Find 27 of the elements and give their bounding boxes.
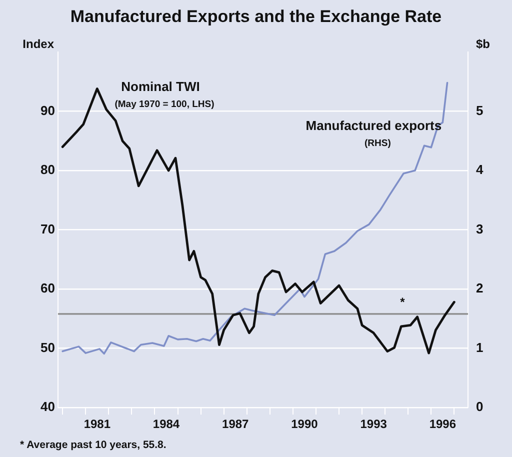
annotation: * <box>400 294 406 309</box>
y-tick-label: 70 <box>40 221 55 236</box>
y2-tick-label: 3 <box>476 221 484 236</box>
y2-tick-label: 4 <box>476 162 484 178</box>
y-tick-label: 60 <box>40 280 55 296</box>
x-tick-label: 1990 <box>291 417 318 432</box>
x-tick-label: 1996 <box>429 417 456 432</box>
y-axis-title: Index <box>22 37 54 51</box>
x-tick-label: 1993 <box>360 417 388 432</box>
y-tick-label: 50 <box>40 340 55 355</box>
y2-tick-label: 5 <box>476 102 484 118</box>
series-label: Nominal TWI <box>121 79 200 94</box>
annotation: (RHS) <box>364 138 391 150</box>
text: * Average past 10 years, 55.8. <box>20 439 166 451</box>
y-tick-label: 80 <box>40 162 55 178</box>
y-tick-label: 90 <box>40 102 55 118</box>
x-tick-label: 1981 <box>84 417 111 432</box>
y-tick-label: 40 <box>40 399 55 414</box>
y2-tick-label: 1 <box>476 340 484 355</box>
chart-title: Manufactured Exports and the Exchange Rate <box>70 7 442 26</box>
y2-tick-label: 2 <box>476 280 484 296</box>
annotation: (May 1970 = 100, LHS) <box>114 99 214 110</box>
series-label: Manufactured exports <box>306 118 442 134</box>
y2-axis-title: $b <box>476 37 490 51</box>
x-tick-label: 1987 <box>222 417 250 432</box>
y2-tick-label: 0 <box>476 399 484 414</box>
x-tick-label: 1984 <box>152 417 180 432</box>
